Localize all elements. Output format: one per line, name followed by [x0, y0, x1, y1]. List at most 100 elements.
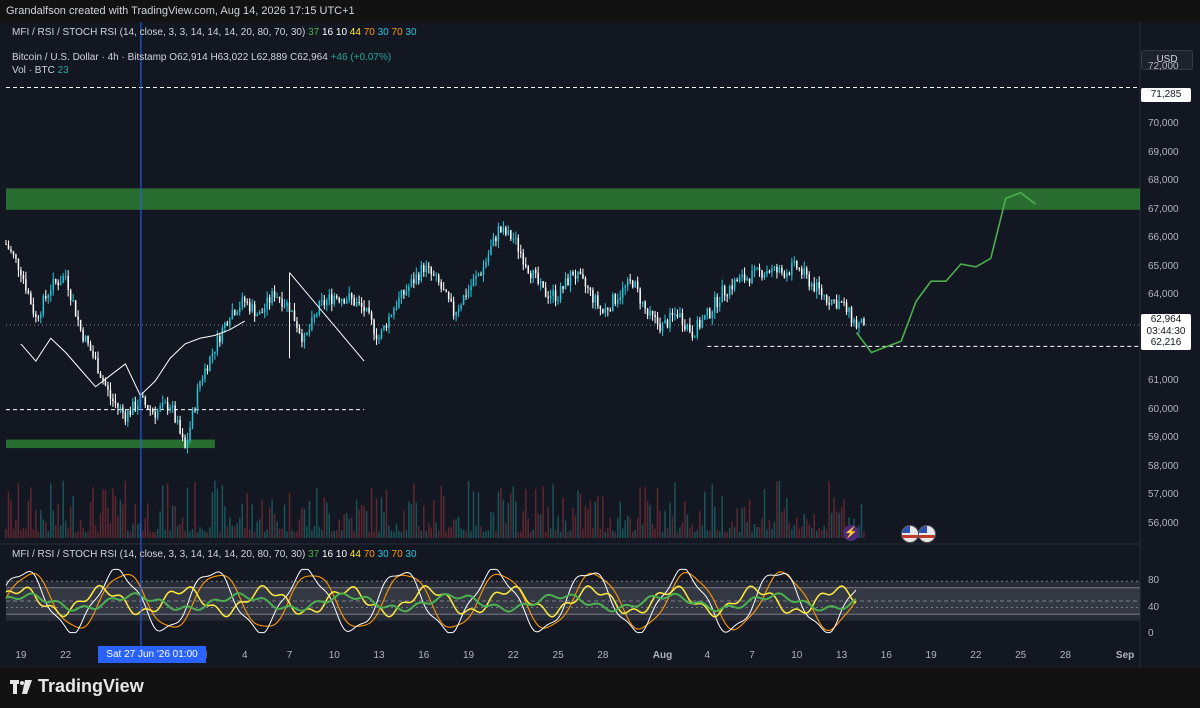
candle-body — [204, 368, 206, 380]
volume-bar — [301, 506, 303, 538]
rsi-line — [5, 584, 857, 618]
volume-bar — [661, 531, 664, 538]
time-tick: 19 — [15, 650, 27, 661]
candle-body — [634, 281, 636, 288]
candle-body — [365, 307, 368, 312]
indicator-header-pane[interactable]: MFI / RSI / STOCH RSI (14, close, 3, 3, … — [12, 549, 417, 560]
volume-bar — [505, 522, 507, 538]
candle-body — [776, 266, 778, 273]
volume-bar — [574, 515, 577, 538]
candle-body — [502, 227, 505, 233]
candle-body — [241, 297, 243, 308]
candle-body — [142, 396, 144, 398]
candle-body — [549, 296, 552, 299]
candle-body — [77, 316, 79, 321]
candle-body — [480, 274, 482, 276]
volume-bar — [219, 531, 221, 538]
volume-bar — [649, 505, 651, 538]
candle-body — [171, 405, 174, 408]
candle-body — [69, 289, 72, 301]
candle-body — [815, 282, 818, 292]
volume-bar — [825, 529, 828, 538]
volume-bar — [328, 513, 331, 538]
volume-bar — [410, 504, 413, 538]
candle-body — [12, 251, 15, 255]
volume-bar — [338, 519, 340, 538]
volume-bar — [336, 530, 338, 538]
candle-body — [345, 300, 348, 304]
currency-button[interactable]: USD — [1141, 50, 1193, 70]
candle-body — [783, 272, 786, 278]
candle-body — [848, 307, 850, 313]
volume-bar — [400, 531, 403, 538]
candle-body — [437, 275, 440, 283]
candle-body — [723, 285, 726, 296]
candle-body — [574, 275, 577, 279]
volume-bar — [813, 514, 815, 538]
volume-bar — [470, 531, 472, 538]
candle-body — [268, 297, 271, 304]
volume-bar — [793, 525, 796, 538]
indicator-value: 30 — [374, 27, 389, 38]
candle-body — [467, 290, 470, 297]
candle-body — [559, 286, 562, 301]
candle-body — [485, 261, 487, 267]
volume-bar — [161, 485, 164, 538]
volume-bar — [286, 531, 288, 538]
tradingview-logo[interactable]: TradingView — [10, 676, 144, 697]
volume-header[interactable]: Vol · BTC 23 — [12, 65, 69, 76]
candle-body — [134, 401, 137, 411]
volume-bar — [12, 529, 15, 538]
volume-bar — [333, 530, 336, 538]
volume-bar — [32, 529, 35, 538]
candle-body — [239, 307, 241, 313]
volume-bar — [532, 529, 534, 538]
volume-bar — [256, 521, 258, 538]
volume-bar — [119, 500, 122, 538]
volume-bar — [159, 511, 161, 538]
volume-bar — [69, 506, 72, 538]
candle-body — [430, 267, 432, 275]
candle-body — [10, 249, 12, 252]
open-label: O — [169, 52, 178, 63]
volume-bar — [666, 528, 669, 538]
indicator-header-main[interactable]: MFI / RSI / STOCH RSI (14, close, 3, 3, … — [12, 27, 417, 38]
candle-body — [684, 325, 686, 330]
volume-bar — [176, 526, 179, 538]
candle-body — [758, 267, 761, 271]
volume-bar — [539, 514, 542, 538]
volume-bar — [425, 531, 428, 538]
candle-body — [863, 318, 865, 325]
candle-body — [92, 350, 94, 357]
us-flag-icon[interactable] — [901, 525, 919, 543]
volume-bar — [415, 502, 418, 538]
candle-body — [50, 290, 52, 296]
volume-bar — [452, 519, 455, 538]
candle-body — [806, 268, 808, 275]
us-flag-icon[interactable] — [918, 525, 936, 543]
volume-bar — [226, 526, 229, 538]
lightning-event-icon[interactable]: ⚡ — [843, 525, 859, 541]
time-tick: 22 — [60, 650, 72, 661]
volume-bar — [455, 519, 457, 538]
volume-bar — [64, 520, 67, 538]
time-tick: 4 — [241, 650, 248, 661]
candle-body — [176, 420, 179, 423]
chart-canvas[interactable] — [0, 22, 1200, 668]
indicator-value: 30 — [402, 27, 417, 38]
volume-bar — [191, 528, 194, 538]
volume-bar — [716, 530, 718, 538]
candle-body — [572, 271, 574, 276]
candle-body — [500, 226, 502, 233]
chart-panel[interactable]: MFI / RSI / STOCH RSI (14, close, 3, 3, … — [0, 22, 1200, 668]
volume-bar — [669, 502, 671, 538]
time-tick: 25 — [552, 650, 564, 661]
symbol-header[interactable]: Bitcoin / U.S. Dollar · 4h · Bitstamp O6… — [12, 52, 391, 63]
volume-bar — [253, 531, 256, 538]
candle-body — [825, 295, 828, 304]
volume-bar — [147, 503, 149, 538]
volume-bar — [442, 495, 445, 538]
candle-body — [273, 291, 276, 298]
volume-bar — [828, 481, 830, 538]
candle-body — [67, 276, 69, 290]
